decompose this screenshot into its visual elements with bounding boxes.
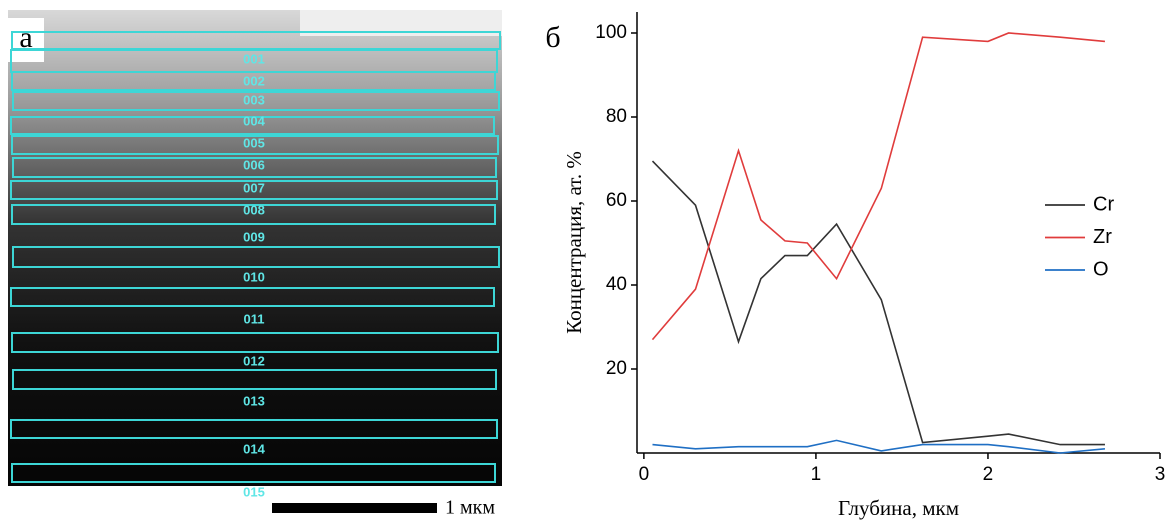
- line: [651, 32, 1106, 341]
- panel-label: а: [19, 21, 32, 54]
- region-box: [11, 204, 496, 225]
- region-label: 003: [243, 92, 265, 107]
- line: [652, 439, 1106, 454]
- region-label: 010: [243, 269, 265, 284]
- region-label: 012: [243, 353, 265, 368]
- region-label: 007: [243, 180, 265, 195]
- y-tick-label: 80: [606, 106, 627, 127]
- region-box: [11, 332, 499, 353]
- region-box: [11, 463, 496, 483]
- y-tick-label: 40: [606, 274, 627, 295]
- region-label: 006: [243, 157, 265, 172]
- region-box: [10, 287, 495, 307]
- region-label: 009: [243, 229, 265, 244]
- region-label: 008: [243, 202, 265, 217]
- region-box: [12, 91, 500, 111]
- region-box: [10, 419, 498, 439]
- region-box: [12, 157, 497, 178]
- region-label: 001: [243, 51, 265, 66]
- legend-label: Zr: [1093, 226, 1112, 248]
- y-tick-label: 60: [606, 190, 627, 211]
- x-tick-label: 0: [639, 464, 650, 485]
- x-tick-label: 1: [811, 464, 822, 485]
- scale-bar-label: 1 мкм: [445, 497, 495, 519]
- region-label: 004: [243, 113, 265, 128]
- label-bg: [8, 18, 44, 62]
- region-box: [11, 71, 496, 91]
- scale-bar: [272, 503, 437, 513]
- y-tick-label: 100: [595, 22, 627, 43]
- region-box: [10, 180, 498, 200]
- y-axis-label: Концентрация, ат. %: [562, 151, 586, 334]
- x-tick-label: 3: [1155, 464, 1166, 485]
- region-box: [11, 135, 499, 155]
- region-label: 005: [243, 135, 265, 150]
- panel-label: б: [545, 21, 560, 54]
- region-box: [12, 246, 500, 268]
- region-box: [10, 116, 495, 135]
- region-label: 002: [243, 73, 265, 88]
- x-tick-label: 2: [983, 464, 994, 485]
- region-label: 013: [243, 393, 265, 408]
- legend-label: Cr: [1093, 193, 1114, 215]
- y-tick-label: 20: [606, 358, 627, 379]
- x-axis-label: Глубина, мкм: [838, 496, 959, 520]
- region-label: 011: [244, 311, 265, 326]
- legend-label: O: [1093, 258, 1109, 280]
- region-label: 015: [243, 484, 265, 499]
- line: [651, 160, 1105, 446]
- region-box: [12, 369, 497, 390]
- region-label: 014: [243, 441, 265, 456]
